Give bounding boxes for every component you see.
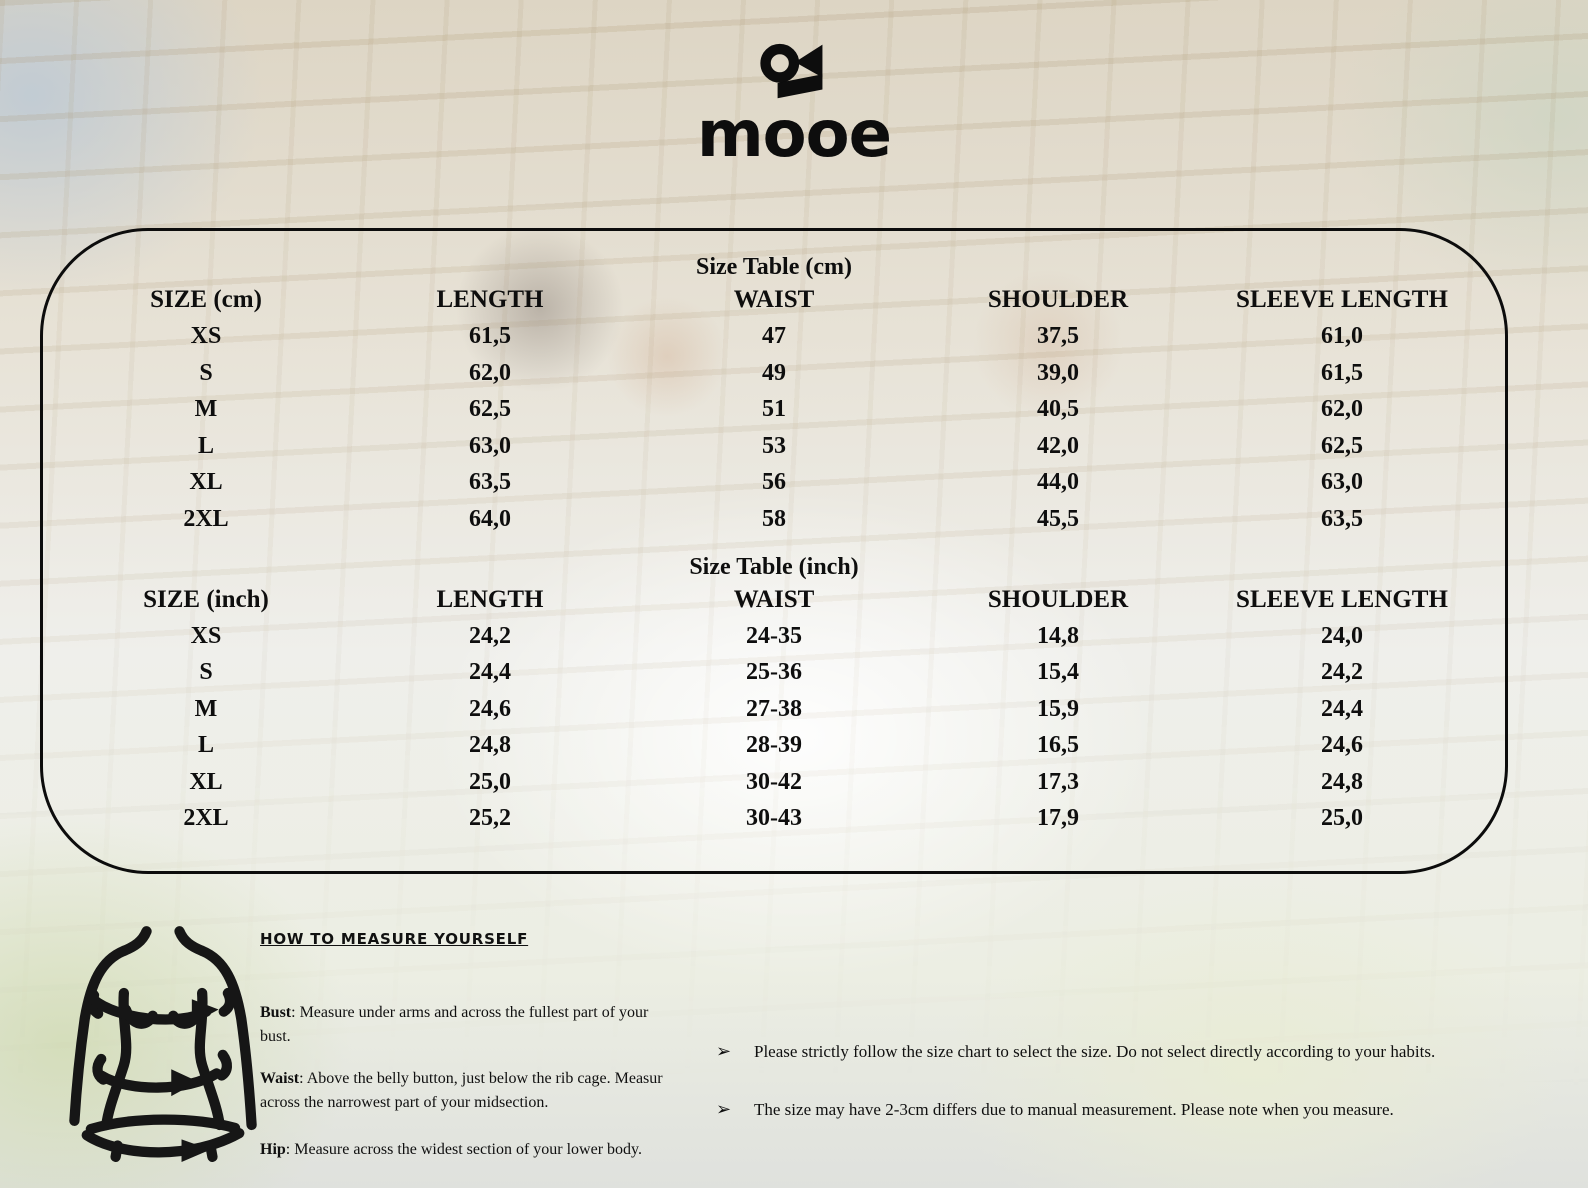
size-table-inch-title: Size Table (inch): [689, 553, 859, 580]
size-value: 63,5: [469, 469, 511, 496]
bust-instruction: Bust: Measure under arms and across the …: [260, 1004, 649, 1045]
size-value: 24,6: [1321, 732, 1363, 759]
size-value: 37,5: [1037, 323, 1079, 350]
size-value: 24,8: [1321, 768, 1363, 795]
size-value: 56: [762, 469, 786, 496]
size-value: 61,5: [469, 323, 511, 350]
size-label: S: [199, 659, 213, 686]
size-value: 24,2: [469, 622, 511, 649]
size-value: 17,9: [1037, 805, 1079, 832]
arrow-bullet-icon: ➢: [716, 1099, 732, 1120]
size-value: 24,4: [1321, 695, 1363, 722]
size-value: 24-35: [746, 622, 802, 649]
note-text: Please strictly follow the size chart to…: [754, 1042, 1436, 1061]
size-value: 28-39: [746, 732, 802, 759]
size-label: XS: [190, 622, 222, 649]
hip-label: Hip: [260, 1141, 286, 1158]
column-header: SHOULDER: [987, 585, 1129, 613]
size-value: 25,2: [469, 805, 511, 832]
column-header: SLEEVE LENGTH: [1236, 585, 1448, 613]
size-notes: ➢ Please strictly follow the size chart …: [716, 1040, 1496, 1122]
size-label: L: [197, 432, 214, 459]
size-value: 25,0: [1321, 805, 1363, 832]
size-value: 63,0: [1321, 469, 1363, 496]
size-value: 25,0: [469, 768, 511, 795]
size-value: 16,5: [1037, 732, 1079, 759]
size-value: 14,8: [1037, 622, 1079, 649]
size-value: 44,0: [1037, 469, 1079, 496]
size-value: 27-38: [746, 695, 802, 722]
size-value: 24,4: [469, 659, 511, 686]
measure-guide-heading: HOW TO MEASURE YOURSELF: [260, 930, 529, 948]
size-label: S: [199, 359, 213, 386]
note-item: ➢ The size may have 2-3cm differs due to…: [716, 1098, 1496, 1122]
size-value: 62,5: [1321, 432, 1363, 459]
size-value: 15,4: [1037, 659, 1079, 686]
column-header: WAIST: [733, 286, 815, 314]
size-label: L: [197, 732, 214, 759]
size-value: 39,0: [1037, 359, 1079, 386]
waist-instruction: Waist: Above the belly button, just belo…: [260, 1070, 663, 1111]
size-value: 15,9: [1037, 695, 1079, 722]
size-chart-panel: Size Table (cm) SIZE (cm) LENGTH WAIST SHOU…: [40, 228, 1508, 874]
size-value: 61,5: [1321, 359, 1363, 386]
size-label: XL: [189, 469, 223, 496]
brand-wordmark: mooe: [696, 98, 892, 172]
column-header: LENGTH: [436, 286, 544, 314]
hip-instruction: Hip: Measure across the widest section o…: [260, 1141, 642, 1158]
size-value: 62,5: [469, 396, 511, 423]
size-value: 25-36: [746, 659, 802, 686]
brand-logo: mooe: [0, 40, 1588, 172]
size-label: XS: [190, 323, 222, 350]
size-value: 30-42: [746, 768, 802, 795]
size-value: 62,0: [469, 359, 511, 386]
size-value: 64,0: [469, 505, 511, 532]
size-table-inch: SIZE (inch) LENGTH WAIST SHOULDER SLEEVE LEN…: [64, 582, 1505, 838]
body-measurement-icon: [69, 926, 257, 1162]
size-value: 63,0: [469, 432, 511, 459]
waist-label: Waist: [260, 1070, 300, 1087]
size-value: 53: [762, 432, 786, 459]
size-table-cm: SIZE (cm) LENGTH WAIST SHOULDER SLEEVE LENGT…: [64, 282, 1505, 538]
size-label: M: [194, 695, 218, 722]
arrow-bullet-icon: ➢: [716, 1041, 732, 1062]
column-header: SIZE (cm): [150, 286, 262, 314]
size-label: 2XL: [183, 805, 229, 832]
size-value: 30-43: [746, 805, 802, 832]
size-value: 45,5: [1037, 505, 1079, 532]
size-value: 42,0: [1037, 432, 1079, 459]
size-value: 24,0: [1321, 622, 1363, 649]
note-item: ➢ Please strictly follow the size chart …: [716, 1040, 1496, 1064]
size-value: 58: [762, 505, 786, 532]
size-value: 49: [762, 359, 786, 386]
size-label: 2XL: [183, 505, 229, 532]
size-value: 61,0: [1321, 323, 1363, 350]
size-label: XL: [189, 768, 223, 795]
size-table-cm-title: Size Table (cm): [696, 254, 852, 280]
column-header: LENGTH: [436, 585, 544, 613]
size-value: 51: [762, 396, 786, 423]
column-header: SHOULDER: [987, 286, 1129, 314]
column-header: SIZE (inch): [143, 585, 269, 613]
size-value: 63,5: [1321, 505, 1363, 532]
note-text: The size may have 2-3cm differs due to m…: [754, 1100, 1394, 1119]
bust-label: Bust: [260, 1004, 292, 1021]
size-value: 24,6: [469, 695, 511, 722]
size-value: 62,0: [1321, 396, 1363, 423]
column-header: WAIST: [733, 585, 815, 613]
size-label: M: [194, 396, 218, 423]
brand-logo-mark-icon: [760, 43, 823, 99]
size-value: 24,8: [469, 732, 511, 759]
size-value: 24,2: [1321, 659, 1363, 686]
column-header: SLEEVE LENGTH: [1236, 286, 1448, 314]
size-value: 17,3: [1037, 768, 1079, 795]
size-value: 40,5: [1037, 396, 1079, 423]
size-value: 47: [762, 323, 786, 350]
